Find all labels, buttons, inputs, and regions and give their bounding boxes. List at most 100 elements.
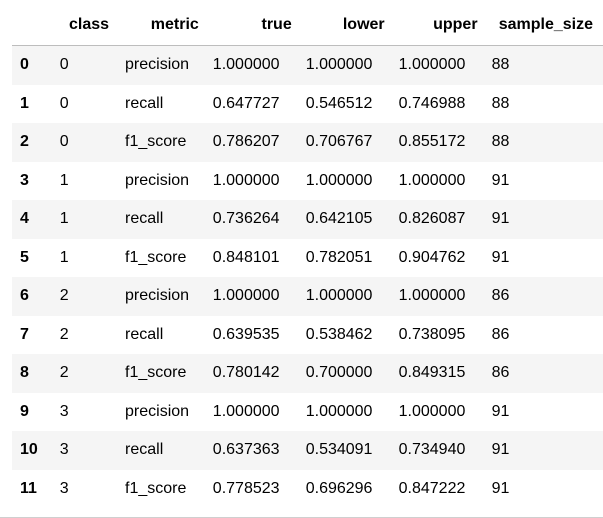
cell-lower: 1.000000 bbox=[305, 56, 373, 74]
row-index: 6 bbox=[20, 287, 29, 305]
cell-sample-size: 88 bbox=[491, 133, 510, 151]
column-header-lower: lower bbox=[299, 5, 393, 46]
cell-sample-size: 91 bbox=[491, 171, 510, 189]
cell-upper: 0.855172 bbox=[398, 133, 466, 151]
cell-upper: 0.738095 bbox=[398, 325, 466, 343]
table-row: 8 2 f1_score 0.780142 0.700000 0.849315 86 bbox=[12, 354, 603, 393]
row-index: 2 bbox=[20, 133, 29, 151]
cell-sample-size: 91 bbox=[491, 479, 510, 497]
table-header: class metric true lower upper sample_siz… bbox=[12, 5, 603, 46]
cell-class: 1 bbox=[59, 171, 69, 189]
row-index: 1 bbox=[20, 94, 29, 112]
row-index: 8 bbox=[20, 364, 29, 382]
row-index: 3 bbox=[20, 171, 29, 189]
cell-metric: precision bbox=[125, 402, 190, 420]
row-index: 9 bbox=[20, 402, 29, 420]
cell-true: 0.778523 bbox=[212, 479, 280, 497]
cell-metric: recall bbox=[125, 94, 164, 112]
row-index: 7 bbox=[20, 325, 29, 343]
cell-true: 0.848101 bbox=[212, 248, 280, 266]
cell-lower: 1.000000 bbox=[305, 171, 373, 189]
table-row: 7 2 recall 0.639535 0.538462 0.738095 86 bbox=[12, 316, 603, 355]
cell-true: 1.000000 bbox=[212, 402, 280, 420]
cell-metric: recall bbox=[125, 325, 164, 343]
column-header-upper: upper bbox=[392, 5, 486, 46]
cell-upper: 0.904762 bbox=[398, 248, 466, 266]
row-index: 10 bbox=[20, 441, 38, 459]
cell-lower: 0.706767 bbox=[305, 133, 373, 151]
cell-true: 0.780142 bbox=[212, 364, 280, 382]
row-index: 11 bbox=[20, 479, 37, 497]
cell-upper: 1.000000 bbox=[398, 287, 466, 305]
cell-lower: 0.642105 bbox=[305, 210, 373, 228]
table-row: 11 3 f1_score 0.778523 0.696296 0.847222 91 bbox=[12, 470, 603, 509]
table-body: 0 0 precision 1.000000 1.000000 1.000000 88 1 0 r… bbox=[12, 45, 603, 509]
cell-class: 0 bbox=[59, 56, 69, 74]
cell-metric: f1_score bbox=[125, 248, 187, 266]
cell-upper: 1.000000 bbox=[398, 56, 466, 74]
cell-true: 0.736264 bbox=[212, 210, 280, 228]
cell-lower: 0.782051 bbox=[305, 248, 373, 266]
cell-metric: precision bbox=[125, 171, 190, 189]
cell-lower: 0.696296 bbox=[305, 479, 373, 497]
cell-class: 0 bbox=[59, 94, 69, 112]
cell-class: 2 bbox=[59, 287, 69, 305]
row-index: 0 bbox=[20, 56, 29, 74]
cell-lower: 1.000000 bbox=[305, 402, 373, 420]
table-row: 5 1 f1_score 0.848101 0.782051 0.904762 91 bbox=[12, 239, 603, 278]
cell-upper: 0.746988 bbox=[398, 94, 466, 112]
cell-metric: recall bbox=[125, 210, 164, 228]
cell-class: 3 bbox=[59, 402, 69, 420]
cell-lower: 0.546512 bbox=[305, 94, 373, 112]
cell-upper: 0.826087 bbox=[398, 210, 466, 228]
cell-upper: 0.734940 bbox=[398, 441, 466, 459]
cell-sample-size: 91 bbox=[491, 248, 510, 266]
cell-class: 2 bbox=[59, 364, 69, 382]
cell-sample-size: 88 bbox=[491, 94, 510, 112]
table-row: 4 1 recall 0.736264 0.642105 0.826087 91 bbox=[12, 200, 603, 239]
cell-metric: precision bbox=[125, 56, 190, 74]
table-row: 3 1 precision 1.000000 1.000000 1.000000 91 bbox=[12, 162, 603, 201]
cell-sample-size: 88 bbox=[491, 56, 510, 74]
cell-upper: 1.000000 bbox=[398, 171, 466, 189]
cell-lower: 1.000000 bbox=[305, 287, 373, 305]
column-header-metric: metric bbox=[117, 5, 207, 46]
cell-class: 3 bbox=[59, 479, 69, 497]
cell-true: 0.786207 bbox=[212, 133, 280, 151]
table-row: 1 0 recall 0.647727 0.546512 0.746988 88 bbox=[12, 85, 603, 124]
column-header-index bbox=[12, 5, 50, 46]
cell-true: 0.647727 bbox=[212, 94, 280, 112]
cell-class: 0 bbox=[59, 133, 69, 151]
cell-true: 1.000000 bbox=[212, 56, 280, 74]
cell-class: 1 bbox=[59, 248, 69, 266]
cell-true: 0.639535 bbox=[212, 325, 280, 343]
row-index: 5 bbox=[20, 248, 29, 266]
header-row: class metric true lower upper sample_siz… bbox=[12, 5, 603, 46]
cell-sample-size: 91 bbox=[491, 210, 510, 228]
column-header-true: true bbox=[206, 5, 300, 46]
cell-sample-size: 86 bbox=[491, 287, 510, 305]
cell-lower: 0.538462 bbox=[305, 325, 373, 343]
cell-sample-size: 91 bbox=[491, 402, 510, 420]
cell-metric: f1_score bbox=[125, 133, 187, 151]
table-row: 9 3 precision 1.000000 1.000000 1.000000 91 bbox=[12, 393, 603, 432]
column-header-sample-size: sample_size bbox=[485, 5, 603, 46]
cell-metric: f1_score bbox=[125, 479, 187, 497]
row-index: 4 bbox=[20, 210, 29, 228]
cell-true: 1.000000 bbox=[212, 287, 280, 305]
cell-lower: 0.534091 bbox=[305, 441, 373, 459]
cell-upper: 1.000000 bbox=[398, 402, 466, 420]
cell-class: 2 bbox=[59, 325, 69, 343]
cell-sample-size: 86 bbox=[491, 325, 510, 343]
cell-upper: 0.847222 bbox=[398, 479, 466, 497]
cell-true: 1.000000 bbox=[212, 171, 280, 189]
cell-metric: recall bbox=[125, 441, 164, 459]
cell-sample-size: 91 bbox=[491, 441, 510, 459]
cell-lower: 0.700000 bbox=[305, 364, 373, 382]
cell-metric: f1_score bbox=[125, 364, 187, 382]
column-header-class: class bbox=[49, 5, 118, 46]
dataframe-table: class metric true lower upper sample_siz… bbox=[12, 5, 603, 508]
cell-true: 0.637363 bbox=[212, 441, 280, 459]
cell-class: 1 bbox=[59, 210, 69, 228]
